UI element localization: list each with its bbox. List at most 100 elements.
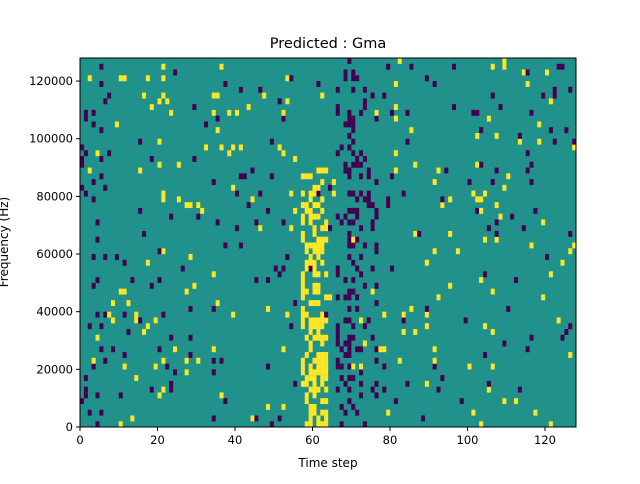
- heatmap-cell-low: [99, 173, 104, 180]
- heatmap-cell-low: [339, 219, 344, 226]
- heatmap-cell-high: [196, 357, 201, 364]
- heatmap-cell-low: [95, 236, 100, 243]
- heatmap-cell-low: [362, 282, 367, 289]
- heatmap-cell-high: [320, 92, 325, 99]
- heatmap-cell-low: [343, 277, 348, 284]
- heatmap-cell-low: [351, 288, 356, 295]
- heatmap-cell-high: [320, 352, 325, 358]
- heatmap-cell-high: [308, 173, 313, 180]
- heatmap-cell-high: [424, 323, 429, 330]
- heatmap-cell-low: [355, 409, 360, 416]
- heatmap-cell-high: [502, 63, 507, 70]
- heatmap-cell-high: [490, 363, 495, 370]
- heatmap-cell-low: [436, 386, 441, 393]
- heatmap-cell-high: [122, 363, 127, 370]
- heatmap-cell-low: [498, 104, 503, 111]
- heatmap-cell-high: [436, 294, 441, 301]
- heatmap-cell-high: [316, 386, 321, 393]
- heatmap-cell-low: [382, 386, 387, 393]
- heatmap-cell-high: [316, 248, 321, 255]
- heatmap-cell-high: [304, 288, 309, 295]
- heatmap-cell-high: [324, 386, 329, 393]
- heatmap-cell-high: [529, 242, 534, 249]
- heatmap-cell-low: [362, 421, 367, 428]
- heatmap-cell-high: [176, 196, 181, 203]
- heatmap-cell-high: [324, 236, 329, 243]
- plot-frame: [79, 57, 577, 428]
- heatmap-cell-high: [300, 271, 305, 278]
- heatmap-cell-high: [409, 127, 414, 134]
- heatmap-cell-low: [417, 230, 422, 237]
- heatmap-cell-low: [382, 363, 387, 370]
- heatmap-cell-low: [335, 150, 340, 157]
- heatmap-cell-high: [300, 294, 305, 301]
- heatmap-cell-low: [521, 225, 526, 232]
- heatmap-cell-high: [568, 248, 573, 255]
- heatmap-cell-low: [370, 92, 375, 99]
- heatmap-cell-high: [521, 69, 526, 76]
- heatmap-cell-low: [347, 254, 352, 260]
- heatmap-cell-high: [312, 323, 317, 330]
- heatmap-cell-high: [304, 352, 309, 358]
- heatmap-cell-high: [324, 415, 329, 422]
- heatmap-cell-low: [517, 132, 522, 139]
- heatmap-cell-high: [184, 369, 189, 376]
- heatmap-cell-high: [413, 161, 418, 168]
- heatmap-cell-low: [266, 207, 271, 214]
- heatmap-cell-low: [479, 127, 484, 134]
- heatmap-cell-low: [83, 386, 88, 393]
- heatmap-cell-low: [324, 311, 329, 318]
- heatmap-cell-low: [359, 150, 364, 157]
- heatmap-cell-low: [440, 196, 445, 203]
- heatmap-cell-low: [347, 219, 352, 226]
- heatmap-cell-low: [374, 242, 379, 249]
- heatmap-cell-low: [355, 213, 360, 220]
- heatmap-cell-high: [393, 115, 398, 122]
- heatmap-cell-high: [308, 213, 313, 220]
- heatmap-cell-high: [316, 415, 321, 422]
- heatmap-cell-high: [572, 144, 577, 151]
- heatmap-cell-low: [95, 277, 100, 284]
- heatmap-cell-low: [347, 144, 352, 151]
- heatmap-cell-low: [366, 317, 371, 324]
- heatmap-cell-low: [95, 219, 100, 226]
- heatmap-cell-low: [343, 121, 348, 128]
- heatmap-cell-low: [335, 86, 340, 93]
- heatmap-cell-low: [359, 346, 364, 353]
- heatmap-cell-low: [219, 357, 224, 364]
- heatmap-cell-low: [343, 340, 348, 347]
- heatmap-cell-high: [316, 352, 321, 358]
- heatmap-cell-high: [312, 230, 317, 237]
- heatmap-cell-high: [308, 190, 313, 197]
- heatmap-cell-high: [316, 167, 321, 174]
- heatmap-cell-low: [169, 213, 174, 220]
- heatmap-cell-low: [99, 346, 104, 353]
- heatmap-cell-high: [312, 369, 317, 376]
- heatmap-cell-high: [95, 334, 100, 341]
- heatmap-cell-high: [138, 167, 143, 174]
- heatmap-cell-high: [312, 334, 317, 341]
- heatmap-cell-low: [335, 323, 340, 330]
- heatmap-cell-low: [374, 115, 379, 122]
- heatmap-cell-low: [459, 398, 464, 405]
- heatmap-cell-low: [250, 167, 255, 174]
- heatmap-cell-low: [99, 156, 104, 162]
- heatmap-cell-low: [390, 265, 395, 272]
- heatmap-cell-low: [366, 202, 371, 209]
- heatmap-cell-high: [312, 225, 317, 232]
- heatmap-cell-low: [281, 219, 286, 226]
- heatmap-cell-low: [99, 81, 104, 87]
- heatmap-cell-low: [475, 109, 480, 116]
- heatmap-cell-high: [289, 225, 294, 232]
- heatmap-cell-high: [157, 392, 162, 399]
- heatmap-cell-high: [514, 398, 519, 405]
- heatmap-cell-low: [107, 150, 112, 157]
- heatmap-cell-low: [289, 323, 294, 330]
- heatmap-cell-high: [316, 328, 321, 335]
- heatmap-cell-high: [134, 317, 139, 324]
- heatmap-cell-high: [130, 415, 135, 422]
- heatmap-cell-low: [80, 144, 85, 151]
- heatmap-cell-high: [87, 75, 92, 82]
- heatmap-cell-low: [490, 179, 495, 185]
- heatmap-cell-high: [560, 259, 565, 266]
